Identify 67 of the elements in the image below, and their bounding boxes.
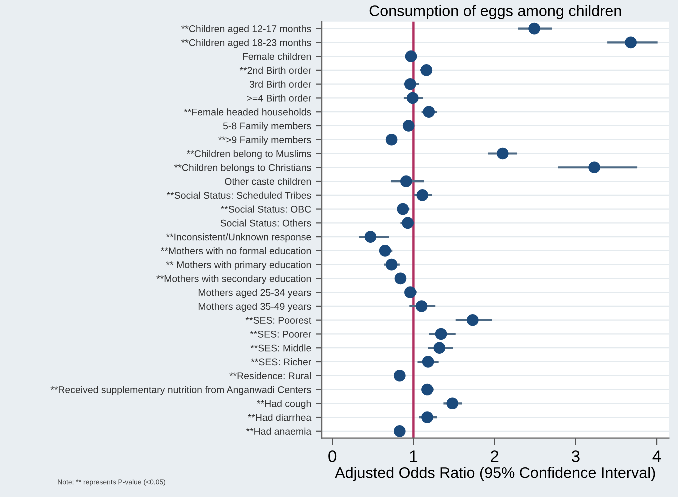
point — [625, 36, 637, 49]
y-tick-label: **Children belongs to Christians — [174, 164, 312, 174]
point — [420, 64, 433, 76]
point — [588, 162, 600, 174]
point — [402, 217, 414, 230]
point — [394, 426, 406, 438]
point — [394, 272, 407, 285]
point — [422, 412, 434, 424]
x-axis-title: Adjusted Odds Ratio (95% Confidence Interval) — [335, 467, 656, 482]
y-tick-label: **2nd Birth order — [240, 66, 312, 74]
point — [416, 190, 429, 202]
x-tick-label: 4 — [652, 450, 662, 462]
point — [364, 231, 377, 243]
point — [386, 258, 398, 271]
y-tick-label: **Social Status: Scheduled Tribes — [166, 192, 312, 200]
y-tick-label: Social Status: Others — [220, 220, 312, 227]
point — [400, 176, 412, 188]
y-tick-label: **Received supplementary nutrition from Anganwadi Centers — [50, 386, 312, 396]
point — [404, 78, 416, 90]
point — [422, 384, 434, 396]
point — [497, 148, 509, 160]
y-tick-label: Female children — [243, 53, 312, 60]
y-tick-label: Other caste children — [225, 178, 312, 186]
point — [404, 286, 416, 298]
y-tick-label: **SES: Poorest — [246, 317, 312, 324]
y-tick-label: Mothers aged 25-34 years — [198, 289, 312, 298]
point — [416, 300, 428, 312]
point — [423, 106, 436, 118]
point — [528, 22, 540, 35]
y-tick-label: **Mothers with secondary education — [156, 275, 312, 284]
y-tick-label: **Residence: Rural — [230, 372, 311, 380]
y-tick-label: ** Mothers with primary education — [166, 261, 312, 270]
x-tick-label: 0 — [328, 450, 337, 462]
point — [422, 356, 434, 368]
point — [467, 314, 479, 326]
y-tick-label: 5-8 Family members — [223, 122, 312, 132]
y-tick-label: **Female headed households — [184, 108, 312, 116]
chart-title: Consumption of eggs among children — [370, 5, 622, 20]
y-tick-label: **SES: Poorer — [250, 330, 312, 338]
y-tick-label: **SES: Richer — [251, 358, 312, 366]
y-tick-label: **Children aged 12-17 months — [182, 25, 312, 34]
y-tick-label: **SES: Middle — [250, 344, 312, 352]
y-tick-label: **Mothers with no formal education — [161, 247, 312, 255]
x-tick-label: 1 — [410, 450, 418, 462]
y-tick-label: >=4 Birth order — [247, 94, 312, 102]
point — [405, 50, 418, 62]
y-tick-label: **Inconsistent/Unknown response — [166, 234, 312, 243]
point — [394, 370, 406, 382]
y-tick-label: **>9 Family members — [218, 136, 312, 146]
point — [397, 203, 410, 216]
x-tick-label: 2 — [491, 450, 499, 462]
point — [406, 92, 419, 104]
point — [379, 245, 392, 257]
point — [434, 342, 446, 354]
x-tick-label: 3 — [572, 450, 580, 462]
y-tick-label: **Children belong to Muslims — [186, 150, 312, 160]
point — [386, 134, 398, 146]
y-tick-label: **Had anaemia — [246, 428, 312, 436]
y-tick-label: **Children aged 18-23 months — [182, 39, 312, 48]
y-tick-label: Mothers aged 35-49 years — [198, 302, 312, 312]
y-tick-label: **Social Status: OBC — [221, 206, 312, 213]
y-tick-label: **Had cough — [257, 400, 312, 410]
y-tick-label: 3rd Birth order — [250, 80, 312, 88]
point — [435, 328, 448, 340]
y-tick-label: **Had diarrhea — [248, 414, 312, 422]
point — [446, 398, 459, 410]
point — [402, 120, 415, 132]
